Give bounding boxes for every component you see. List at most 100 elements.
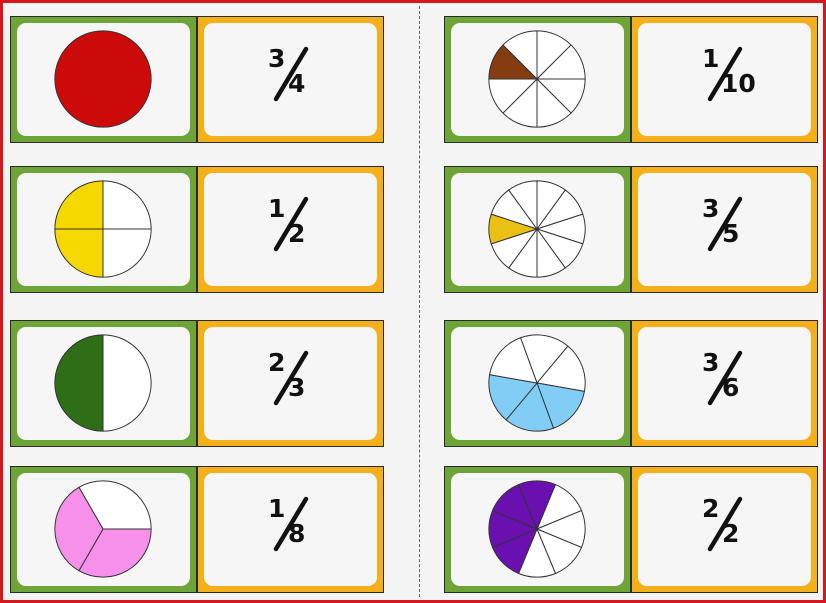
fraction-slash: [707, 46, 743, 102]
pie-slice-filled: [78, 528, 152, 578]
pie-slice-empty: [520, 334, 569, 384]
pie-slice-filled: [54, 180, 104, 230]
pie-slice-empty: [536, 345, 586, 392]
fraction-slash-stroke: [707, 46, 743, 102]
fraction-denominator: 2: [722, 519, 740, 548]
pie-slice-filled: [54, 228, 104, 278]
fraction-denominator: 5: [722, 219, 740, 248]
domino-picture-card-7: [444, 320, 631, 447]
fraction-pie-1: [54, 30, 152, 128]
domino-picture-card-3: [10, 320, 197, 447]
picture-card-face: [17, 23, 190, 136]
domino-picture-card-4: [10, 466, 197, 593]
fraction-numerator: 2: [702, 494, 720, 523]
fraction-slash-stroke: [273, 350, 309, 406]
fraction-card-face: 1 10: [638, 23, 811, 136]
pie-slice-filled: [536, 382, 585, 429]
fraction-slash: [707, 496, 743, 552]
picture-card-face: [451, 23, 624, 136]
fraction-pie-6: [488, 180, 586, 278]
fraction-label-5: 1 10: [638, 23, 811, 136]
pie-slice-filled: [488, 374, 538, 421]
pie-slice-empty: [502, 30, 538, 80]
fraction-pie-3: [54, 334, 152, 432]
fraction-numerator: 2: [268, 348, 286, 377]
picture-card-face: [451, 173, 624, 286]
pie-slice-empty: [489, 337, 538, 384]
pie-slice-empty: [102, 334, 152, 432]
picture-card-face: [17, 327, 190, 440]
fraction-denominator: 10: [721, 69, 756, 98]
fraction-denominator: 3: [288, 373, 306, 402]
fraction-denominator: 4: [288, 69, 306, 98]
fraction-pie-8: [488, 480, 586, 578]
fraction-slash-stroke: [707, 350, 743, 406]
fraction-denominator: 2: [288, 219, 306, 248]
domino-picture-card-8: [444, 466, 631, 593]
pie-slice-empty: [508, 180, 538, 230]
domino-fraction-card-5: 1 10: [631, 16, 818, 143]
fraction-denominator: 6: [722, 373, 740, 402]
fraction-slash: [273, 350, 309, 406]
picture-card-face: [17, 473, 190, 586]
fraction-slash-stroke: [273, 196, 309, 252]
pie-slice-empty: [102, 228, 152, 278]
fraction-pie-5: [488, 30, 586, 128]
fraction-pie-4: [54, 480, 152, 578]
pie-slice-filled: [54, 334, 104, 432]
fraction-denominator: 8: [288, 519, 306, 548]
pie-slice-filled: [505, 382, 554, 432]
fraction-numerator: 3: [268, 44, 286, 73]
pie-slice-filled: [54, 30, 152, 128]
fraction-slash-stroke: [273, 496, 309, 552]
pie-slice-filled: [518, 480, 556, 530]
fraction-numerator: 1: [268, 494, 286, 523]
fraction-slash-stroke: [707, 196, 743, 252]
domino-picture-card-5: [444, 16, 631, 143]
pie-slice-empty: [78, 480, 152, 530]
fraction-numerator: 1: [702, 44, 720, 73]
picture-card-face: [451, 327, 624, 440]
fraction-pie-2: [54, 180, 152, 278]
fraction-numerator: 3: [702, 348, 720, 377]
fraction-slash-stroke: [273, 46, 309, 102]
domino-picture-card-6: [444, 166, 631, 293]
fraction-slash-stroke: [707, 496, 743, 552]
fraction-slash: [707, 350, 743, 406]
picture-card-face: [17, 173, 190, 286]
fraction-numerator: 3: [702, 194, 720, 223]
fraction-slash: [273, 196, 309, 252]
picture-card-face: [451, 473, 624, 586]
domino-picture-card-1: [10, 16, 197, 143]
domino-picture-card-2: [10, 166, 197, 293]
pie-slice-filled: [54, 486, 104, 572]
cut-line: [419, 6, 420, 597]
fraction-slash: [707, 196, 743, 252]
pie-slice-empty: [102, 180, 152, 230]
fraction-pie-7: [488, 334, 586, 432]
fraction-numerator: 1: [268, 194, 286, 223]
fraction-slash: [273, 496, 309, 552]
